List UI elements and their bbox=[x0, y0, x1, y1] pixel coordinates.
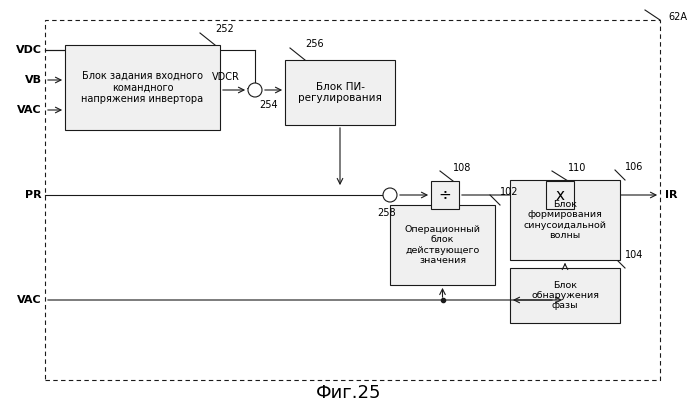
Text: +: + bbox=[382, 189, 391, 199]
Text: 252: 252 bbox=[215, 24, 233, 34]
FancyBboxPatch shape bbox=[285, 60, 395, 125]
FancyBboxPatch shape bbox=[510, 180, 620, 260]
Text: 258: 258 bbox=[377, 208, 396, 218]
Text: IR: IR bbox=[665, 190, 677, 200]
Text: ÷: ÷ bbox=[439, 188, 452, 202]
Text: Блок ПИ-
регулирования: Блок ПИ- регулирования bbox=[298, 82, 382, 103]
Text: VDCR: VDCR bbox=[212, 72, 240, 82]
Text: PR: PR bbox=[25, 190, 42, 200]
Text: VB: VB bbox=[25, 75, 42, 85]
FancyBboxPatch shape bbox=[510, 268, 620, 323]
Text: 104: 104 bbox=[625, 250, 643, 260]
Text: 254: 254 bbox=[259, 100, 278, 110]
Text: +: + bbox=[252, 89, 261, 99]
Text: −: − bbox=[246, 83, 257, 96]
Text: VDC: VDC bbox=[16, 45, 42, 55]
Text: 256: 256 bbox=[305, 39, 324, 49]
Text: Операционный
блок
действующего
значения: Операционный блок действующего значения bbox=[405, 225, 480, 265]
Text: 102: 102 bbox=[500, 187, 519, 197]
Text: 106: 106 bbox=[625, 162, 643, 172]
Text: VAC: VAC bbox=[17, 295, 42, 305]
Text: 62A: 62A bbox=[668, 12, 687, 22]
Text: +: + bbox=[387, 194, 397, 204]
FancyBboxPatch shape bbox=[431, 181, 459, 209]
Text: 108: 108 bbox=[453, 163, 471, 173]
Text: Блок
формирования
синусоидальной
волны: Блок формирования синусоидальной волны bbox=[524, 200, 607, 240]
Text: x: x bbox=[556, 188, 565, 202]
FancyBboxPatch shape bbox=[65, 45, 220, 130]
Text: VAC: VAC bbox=[17, 105, 42, 115]
Text: 110: 110 bbox=[568, 163, 586, 173]
Circle shape bbox=[248, 83, 262, 97]
Text: Фиг.25: Фиг.25 bbox=[316, 384, 382, 402]
FancyBboxPatch shape bbox=[390, 205, 495, 285]
Text: Блок задания входного
командного
напряжения инвертора: Блок задания входного командного напряже… bbox=[82, 71, 203, 104]
FancyBboxPatch shape bbox=[546, 181, 574, 209]
Text: Блок
обнаружения
фазы: Блок обнаружения фазы bbox=[531, 281, 599, 310]
Circle shape bbox=[383, 188, 397, 202]
